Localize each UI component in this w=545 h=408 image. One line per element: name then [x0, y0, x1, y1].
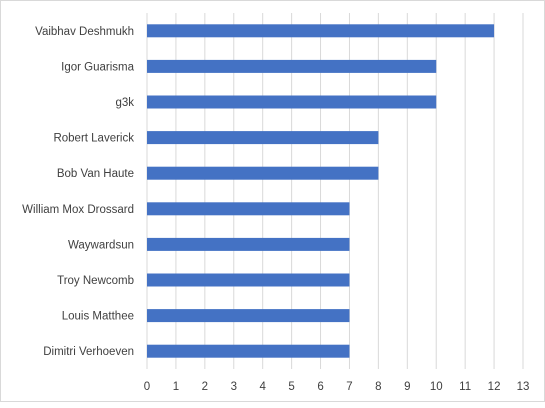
- bar: [147, 95, 437, 109]
- category-label: Igor Guarisma: [61, 61, 134, 73]
- x-tick-label: 9: [404, 381, 410, 393]
- x-tick-label: 6: [317, 381, 323, 393]
- bar: [147, 24, 495, 38]
- bar: [147, 309, 350, 323]
- category-label: g3k: [115, 97, 134, 109]
- x-tick-label: 12: [488, 381, 501, 393]
- category-label: Dimitri Verhoeven: [43, 346, 134, 358]
- category-label: Waywardsun: [68, 239, 134, 251]
- bar: [147, 237, 350, 251]
- x-tick-label: 11: [459, 381, 471, 393]
- category-label: Robert Laverick: [53, 133, 134, 145]
- bar: [147, 166, 379, 180]
- category-label: Louis Matthee: [62, 311, 134, 323]
- category-label: Vaibhav Deshmukh: [35, 26, 134, 38]
- x-tick-label: 0: [144, 381, 150, 393]
- category-label: Bob Van Haute: [57, 168, 134, 180]
- bar: [147, 59, 437, 73]
- x-tick-label: 10: [430, 381, 443, 393]
- x-tick-label: 8: [375, 381, 381, 393]
- x-tick-label: 2: [202, 381, 208, 393]
- x-axis-tick-labels: 0 1 2 3 4 5 6 7 8 9 10 11 12 13: [144, 381, 530, 393]
- bars: [147, 24, 495, 358]
- bar: [147, 131, 379, 145]
- bar: [147, 202, 350, 216]
- category-label: Troy Newcomb: [57, 275, 134, 287]
- x-tick-label: 13: [517, 381, 530, 393]
- x-tick-label: 7: [346, 381, 352, 393]
- category-label: William Mox Drossard: [22, 204, 134, 216]
- bar: [147, 273, 350, 287]
- x-tick-label: 4: [259, 381, 266, 393]
- x-tick-label: 3: [231, 381, 237, 393]
- x-tick-label: 5: [288, 381, 294, 393]
- x-tick-label: 1: [173, 381, 179, 393]
- bar: [147, 344, 350, 358]
- category-labels: Vaibhav Deshmukh Igor Guarisma g3k Robert L…: [22, 26, 134, 358]
